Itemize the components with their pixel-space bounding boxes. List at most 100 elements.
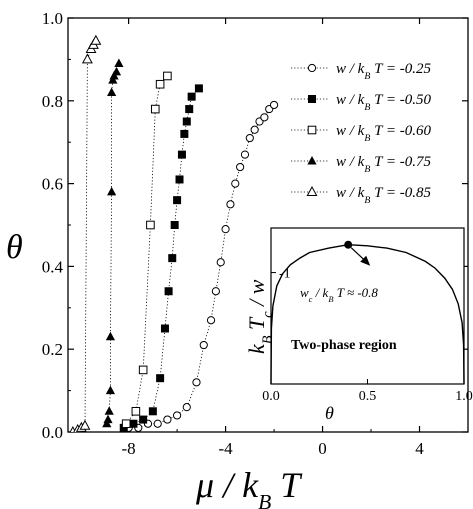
data-point <box>172 411 182 420</box>
coexistence-curve <box>270 243 465 385</box>
legend-marker <box>306 185 318 196</box>
inset-plot-frame <box>270 227 465 385</box>
data-point <box>160 324 169 333</box>
two-phase-region-label: Two-phase region <box>291 338 397 353</box>
x-tick-label: -4 <box>218 439 233 458</box>
data-point <box>170 221 179 229</box>
data-point <box>111 66 122 76</box>
data-point <box>211 287 220 296</box>
data-point <box>146 220 155 230</box>
data-point <box>180 129 189 138</box>
data-point <box>269 100 279 110</box>
data-point <box>240 150 250 159</box>
series-2 <box>119 84 203 432</box>
data-point <box>129 419 138 428</box>
data-point <box>156 374 165 383</box>
data-point <box>221 225 230 234</box>
data-point <box>163 71 172 81</box>
y-tick-label: 0.6 <box>42 175 63 194</box>
inset-y-tick-label: -1 <box>279 267 291 282</box>
data-point <box>150 104 160 114</box>
data-point <box>173 196 182 205</box>
y-tick-label: 0.4 <box>42 257 64 276</box>
data-point <box>107 186 117 196</box>
data-point <box>206 316 216 325</box>
legend-marker <box>307 63 317 73</box>
legend-item: w / kB T = -0.85 <box>291 185 432 206</box>
data-point <box>250 125 259 134</box>
arrow-head <box>360 255 371 266</box>
data-point <box>81 53 93 64</box>
main-x-axis-label: μ / kB T <box>195 465 303 509</box>
data-point <box>226 200 235 209</box>
legend-marker <box>308 95 316 103</box>
legend-label: w / kB T = -0.85 <box>336 185 432 206</box>
legend-label: w / kB T = -0.60 <box>336 123 432 144</box>
inset-y-axis-label: kB Tc / w <box>244 279 276 354</box>
data-point <box>185 105 194 114</box>
inset-x-tick-label: 0.5 <box>359 389 377 404</box>
legend-marker <box>307 156 317 165</box>
y-tick-label: 0.2 <box>42 340 63 359</box>
data-point <box>245 133 254 143</box>
data-point <box>105 331 116 341</box>
y-axis-label-theta: θ <box>6 229 23 266</box>
series-1 <box>124 100 279 432</box>
series-3 <box>121 71 172 429</box>
data-point <box>199 340 208 350</box>
data-point <box>194 84 203 93</box>
legend-label: w / kB T = -0.75 <box>336 154 432 175</box>
inset-x-tick-label: 0.0 <box>262 389 280 404</box>
data-point <box>131 407 141 416</box>
legend-item: w / kB T = -0.75 <box>291 154 432 175</box>
data-point <box>175 175 184 184</box>
data-point <box>155 79 165 89</box>
legend-item: w / kB T = -0.60 <box>291 123 432 144</box>
critical-point <box>344 240 353 249</box>
legend-label: w / kB T = -0.50 <box>336 92 432 113</box>
series-line <box>106 63 120 424</box>
data-point <box>105 385 116 395</box>
data-point <box>177 150 186 159</box>
x-tick-label: 0 <box>318 439 327 458</box>
data-point <box>90 34 102 45</box>
inset-x-tick-label: 1.0 <box>455 389 473 404</box>
data-point <box>163 415 172 424</box>
data-point <box>216 258 225 267</box>
series-4 <box>102 58 124 428</box>
data-point <box>187 92 196 101</box>
data-point <box>107 87 117 97</box>
data-point <box>236 162 245 172</box>
data-point <box>168 254 177 263</box>
legend: w / kB T = -0.25 w / kB T = -0.50 w / kB T… <box>291 61 432 206</box>
legend-label: w / kB T = -0.25 <box>336 61 432 82</box>
y-tick-label: 0.8 <box>42 92 63 111</box>
legend-item: w / kB T = -0.50 <box>291 92 432 113</box>
data-point <box>182 117 191 126</box>
data-point <box>164 287 173 296</box>
data-point <box>260 113 269 122</box>
legend-item: w / kB T = -0.25 <box>291 61 432 82</box>
x-axis-label-mu: μ / kB T <box>195 465 303 509</box>
data-point <box>114 58 124 68</box>
x-tick-label: -8 <box>122 439 136 458</box>
data-point <box>148 407 157 416</box>
inset-x-axis-label: θ <box>325 403 334 423</box>
y-tick-label: 0.0 <box>42 423 63 442</box>
data-point <box>153 419 162 428</box>
data-point <box>182 403 191 412</box>
main-y-axis-label: θ <box>6 229 23 266</box>
data-point <box>139 415 148 424</box>
data-point <box>231 179 240 188</box>
data-point <box>103 414 113 424</box>
inset-chart: 0.0 0.5 1.0 -1 wc / kB T ≈ -0.8 Two-phase reg… <box>244 240 473 423</box>
critical-point-label: wc / kB T ≈ -0.8 <box>300 285 378 304</box>
series-line <box>72 40 97 432</box>
data-point <box>104 406 114 415</box>
legend-marker <box>307 125 317 135</box>
data-point <box>192 378 201 387</box>
series-line <box>128 104 275 429</box>
data-point <box>121 419 131 429</box>
x-tick-label: 4 <box>415 439 424 458</box>
